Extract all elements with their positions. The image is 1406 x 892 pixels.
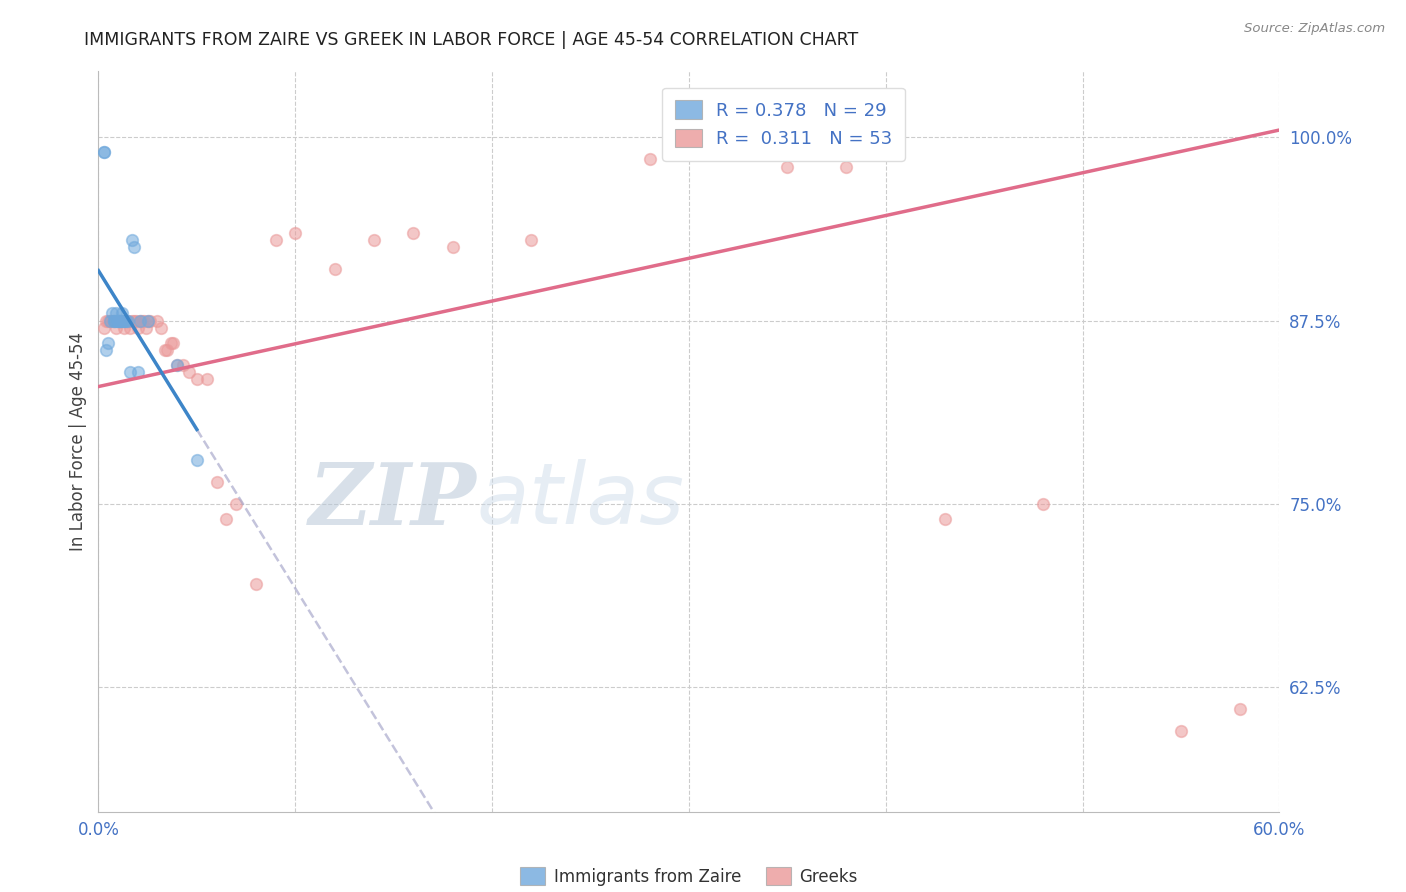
Point <box>111 313 134 327</box>
Point <box>121 313 143 327</box>
Point <box>98 313 121 327</box>
Point <box>520 233 543 247</box>
Point <box>128 313 150 327</box>
Point <box>118 365 141 379</box>
Point <box>284 226 307 240</box>
Point <box>177 365 200 379</box>
Point <box>103 313 125 327</box>
Point <box>97 335 120 350</box>
Point <box>166 358 188 372</box>
Point <box>111 306 134 320</box>
Point <box>323 262 346 277</box>
Point <box>107 313 129 327</box>
Point <box>1032 497 1054 511</box>
Point <box>363 233 385 247</box>
Point <box>122 313 145 327</box>
Point <box>118 321 141 335</box>
Point <box>93 321 115 335</box>
Point <box>96 313 118 327</box>
Text: Source: ZipAtlas.com: Source: ZipAtlas.com <box>1244 22 1385 36</box>
Text: IMMIGRANTS FROM ZAIRE VS GREEK IN LABOR FORCE | AGE 45-54 CORRELATION CHART: IMMIGRANTS FROM ZAIRE VS GREEK IN LABOR … <box>84 31 859 49</box>
Point <box>117 313 139 327</box>
Point <box>934 511 956 525</box>
Point <box>115 313 138 327</box>
Point <box>225 497 247 511</box>
Point <box>186 372 208 386</box>
Point <box>112 313 135 327</box>
Point <box>150 321 173 335</box>
Point <box>101 306 124 320</box>
Point <box>172 358 194 372</box>
Point <box>160 335 183 350</box>
Point <box>776 160 799 174</box>
Point <box>1170 724 1192 739</box>
Point <box>146 313 169 327</box>
Point <box>111 313 134 327</box>
Point <box>186 453 208 467</box>
Point <box>107 313 129 327</box>
Point <box>93 145 115 159</box>
Point <box>96 343 118 357</box>
Point <box>215 511 238 525</box>
Point <box>195 372 218 386</box>
Text: atlas: atlas <box>477 459 685 542</box>
Point <box>112 313 135 327</box>
Point <box>166 358 188 372</box>
Point <box>105 321 128 335</box>
Point <box>108 313 131 327</box>
Point <box>103 313 125 327</box>
Point <box>108 313 131 327</box>
Point <box>132 313 155 327</box>
Point <box>205 475 228 489</box>
Point <box>112 321 135 335</box>
Point <box>108 313 131 327</box>
Point <box>105 306 128 320</box>
Point <box>402 226 425 240</box>
Point <box>125 313 148 327</box>
Point <box>264 233 287 247</box>
Point <box>98 313 121 327</box>
Point <box>162 335 184 350</box>
Point <box>135 321 157 335</box>
Point <box>121 233 143 247</box>
Text: ZIP: ZIP <box>308 459 477 542</box>
Point <box>138 313 160 327</box>
Point <box>127 365 149 379</box>
Point <box>835 160 858 174</box>
Point <box>136 313 159 327</box>
Legend: Immigrants from Zaire, Greeks: Immigrants from Zaire, Greeks <box>513 861 865 892</box>
Point <box>155 343 177 357</box>
Point <box>127 321 149 335</box>
Point <box>245 577 267 591</box>
Point <box>117 313 139 327</box>
Point <box>441 240 464 254</box>
Y-axis label: In Labor Force | Age 45-54: In Labor Force | Age 45-54 <box>69 332 87 551</box>
Point <box>93 145 115 159</box>
Point <box>136 313 159 327</box>
Point <box>115 313 138 327</box>
Point <box>101 313 124 327</box>
Point <box>131 313 153 327</box>
Point <box>128 313 150 327</box>
Point <box>105 313 128 327</box>
Point <box>156 343 179 357</box>
Point <box>1229 702 1251 716</box>
Point <box>107 313 129 327</box>
Point <box>103 313 125 327</box>
Point <box>122 240 145 254</box>
Point <box>638 153 661 167</box>
Point <box>97 313 120 327</box>
Point <box>108 313 131 327</box>
